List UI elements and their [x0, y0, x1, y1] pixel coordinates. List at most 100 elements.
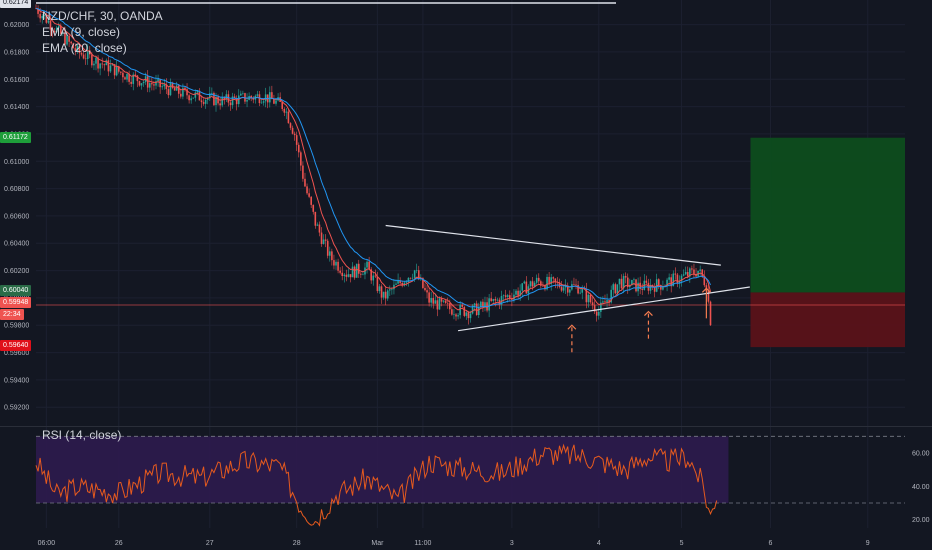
candle-body	[676, 274, 679, 284]
candle-body	[459, 304, 461, 316]
price-tick-label: 0.59400	[4, 377, 29, 384]
candle-body	[64, 32, 66, 45]
candle-body	[151, 83, 153, 85]
candle-body	[554, 278, 557, 283]
candle	[397, 273, 399, 285]
candle	[86, 44, 89, 65]
top-price-badge: 0.62174	[0, 0, 32, 8]
time-tick-label: 4	[597, 540, 601, 547]
candle	[349, 274, 352, 283]
candle-body	[186, 89, 188, 96]
candle	[101, 57, 104, 69]
candle-body	[597, 311, 600, 316]
price-tick-label: 0.59200	[4, 405, 29, 412]
candle-body	[577, 284, 579, 294]
candle-body	[47, 20, 50, 23]
rsi-legend[interactable]: RSI (14, close)	[42, 428, 122, 442]
candle	[95, 55, 97, 71]
candle-body	[686, 271, 689, 277]
candle	[432, 292, 435, 309]
candle-body	[37, 8, 39, 14]
candle	[66, 32, 68, 47]
candle-body	[535, 277, 538, 283]
candle-body	[68, 35, 70, 42]
candle-body	[504, 295, 507, 297]
candle-body	[424, 287, 426, 291]
candle	[74, 43, 77, 56]
candle	[68, 33, 70, 47]
candle	[235, 95, 238, 111]
candle-body	[219, 103, 221, 106]
candle-body	[312, 204, 315, 212]
candle	[333, 254, 335, 270]
candle	[471, 304, 474, 315]
candle	[378, 284, 381, 294]
candle-body	[146, 76, 149, 88]
candle	[376, 271, 379, 294]
ema-lines	[35, 7, 711, 313]
candle	[637, 277, 639, 297]
candle-body	[78, 45, 81, 53]
candle-body	[192, 97, 195, 99]
candle-body	[469, 313, 472, 319]
ema9-legend[interactable]: EMA (9, close)	[42, 25, 121, 39]
candle	[84, 53, 87, 65]
candle-body	[180, 93, 182, 97]
candle	[504, 289, 507, 300]
candle-body	[496, 299, 499, 301]
candle-body	[62, 32, 64, 34]
candle-body	[302, 165, 304, 179]
candle-body	[442, 300, 445, 302]
candle	[41, 14, 44, 24]
candle	[126, 73, 128, 83]
candle-body	[631, 280, 633, 286]
candle-body	[662, 287, 664, 290]
candle	[109, 59, 112, 73]
candle-body	[637, 282, 639, 292]
candle-body	[519, 290, 521, 296]
candle-body	[430, 298, 432, 303]
candle	[335, 259, 337, 270]
candle	[343, 273, 346, 283]
candle-body	[153, 84, 155, 86]
time-tick-label: 3	[510, 540, 514, 547]
candle	[676, 272, 679, 288]
candle	[653, 283, 656, 298]
candle	[444, 299, 447, 304]
up-arrow	[567, 324, 577, 356]
candle	[682, 269, 685, 277]
candle-body	[120, 71, 122, 73]
trendline-drawings	[385, 224, 750, 356]
candle	[314, 211, 317, 229]
candle-body	[111, 64, 114, 66]
candle-body	[128, 73, 130, 82]
candle-body	[157, 79, 159, 82]
candle	[93, 61, 95, 71]
candle	[246, 93, 248, 108]
time-tick-label: 26	[115, 540, 123, 547]
candle-body	[446, 303, 449, 304]
candle	[434, 293, 437, 304]
candle-body	[399, 280, 401, 283]
candle	[140, 82, 143, 90]
candle	[219, 97, 221, 110]
candle	[312, 204, 315, 215]
symbol-title[interactable]: NZD/CHF, 30, OANDA	[42, 9, 163, 23]
candle-body	[198, 90, 201, 101]
candle	[393, 279, 395, 295]
price-tick-label: 0.61600	[4, 77, 29, 84]
candle-body	[221, 97, 224, 106]
candle	[459, 300, 461, 319]
candle	[103, 63, 106, 71]
candle-body	[320, 232, 323, 244]
arrow-head	[644, 310, 653, 317]
ema20-legend[interactable]: EMA (20, close)	[42, 41, 127, 55]
candle-body	[622, 276, 625, 289]
candle-body	[517, 290, 519, 296]
candle	[188, 94, 190, 104]
candle	[357, 259, 360, 278]
candle-body	[161, 86, 164, 88]
candle-body	[546, 276, 548, 290]
candle	[72, 42, 75, 49]
